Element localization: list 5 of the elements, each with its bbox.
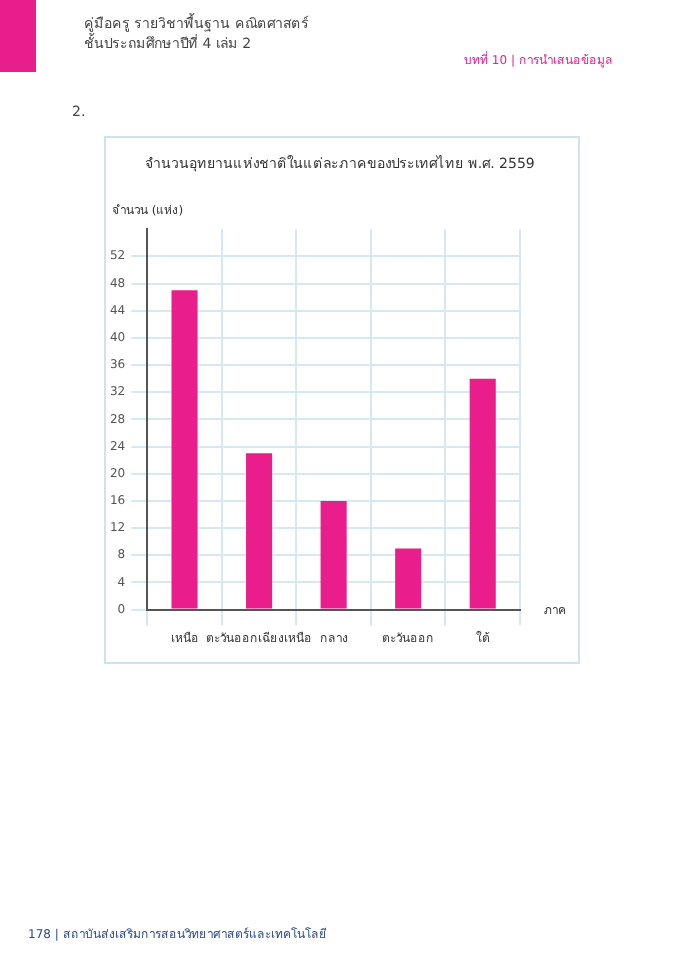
bar [469,378,496,609]
bar [395,548,422,609]
bar [246,453,273,609]
bar [320,500,347,609]
bar [171,290,198,609]
